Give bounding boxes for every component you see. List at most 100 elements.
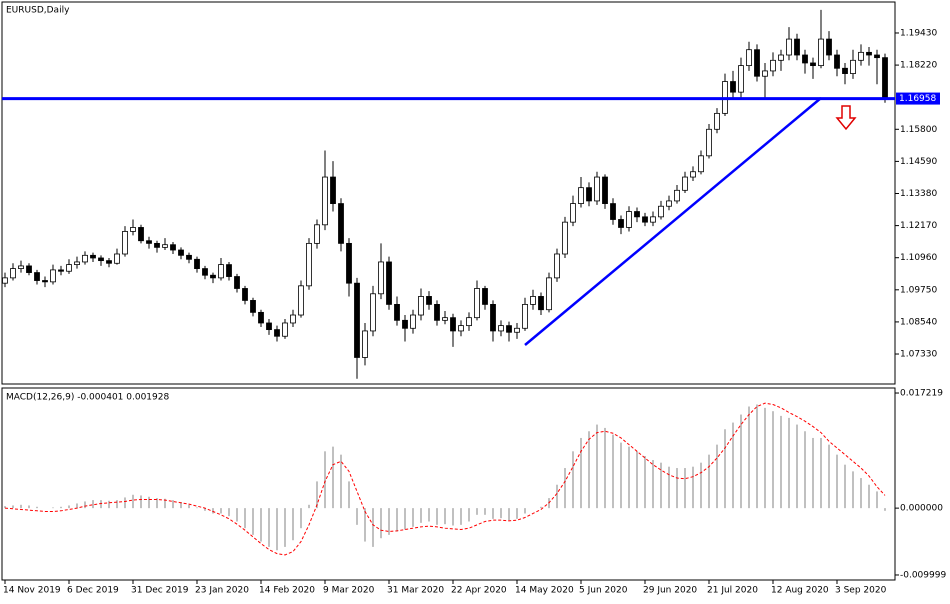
candle-body bbox=[218, 264, 224, 279]
macd-panel bbox=[1, 387, 896, 581]
candle-body bbox=[346, 242, 352, 284]
candle-body bbox=[394, 304, 400, 321]
y-tick-label: 1.10960 bbox=[900, 253, 937, 263]
price-label: 1.16958 bbox=[899, 94, 936, 104]
candle-body bbox=[866, 51, 872, 56]
price-panel bbox=[1, 1, 896, 385]
candle-body bbox=[842, 67, 848, 74]
candle-body bbox=[714, 112, 720, 130]
y-tick-label: 1.15800 bbox=[900, 125, 937, 135]
candle-body bbox=[298, 285, 304, 316]
x-tick-label: 23 Jan 2020 bbox=[195, 586, 249, 596]
candle-body bbox=[426, 296, 432, 305]
candle-body bbox=[818, 38, 824, 67]
candle-body bbox=[418, 296, 424, 316]
candle-body bbox=[498, 325, 504, 332]
candle-body bbox=[442, 317, 448, 321]
candle-body bbox=[642, 216, 648, 223]
candle-body bbox=[506, 325, 512, 333]
candle-body bbox=[770, 59, 776, 72]
candle-body bbox=[82, 254, 88, 263]
y-tick-label: 1.07330 bbox=[900, 350, 937, 360]
candle-body bbox=[266, 322, 272, 331]
candle-body bbox=[530, 296, 536, 305]
candle-body bbox=[50, 269, 56, 283]
candle-body bbox=[738, 65, 744, 93]
x-tick-label: 22 Apr 2020 bbox=[451, 586, 507, 596]
candle-body bbox=[810, 62, 816, 67]
candle-body bbox=[522, 304, 528, 329]
candle-body bbox=[826, 38, 832, 56]
candle-body bbox=[354, 282, 360, 358]
x-tick-label: 6 Dec 2019 bbox=[67, 586, 119, 596]
candle-body bbox=[386, 261, 392, 305]
y-tick-label: 1.08540 bbox=[900, 317, 937, 327]
candle-body bbox=[786, 38, 792, 56]
candle-body bbox=[338, 203, 344, 244]
chart-title: EURUSD,Daily bbox=[6, 6, 70, 16]
candle-body bbox=[194, 258, 200, 269]
y-tick-label: 1.13380 bbox=[900, 189, 937, 199]
candle-body bbox=[322, 176, 328, 226]
candle-body bbox=[258, 311, 264, 324]
candle-body bbox=[26, 265, 32, 273]
candle-body bbox=[10, 268, 16, 279]
candle-body bbox=[434, 304, 440, 321]
candle-body bbox=[458, 325, 464, 332]
x-tick-label: 29 Jun 2020 bbox=[643, 586, 697, 596]
candle-body bbox=[226, 264, 232, 277]
y-tick-label: 1.12170 bbox=[900, 221, 937, 231]
candle-body bbox=[154, 242, 160, 248]
candle-body bbox=[794, 38, 800, 56]
y-tick-label: 1.19430 bbox=[900, 28, 937, 38]
candle-body bbox=[658, 205, 664, 218]
candle-body bbox=[138, 227, 144, 242]
y-tick-label: 1.14590 bbox=[900, 157, 937, 167]
candle-body bbox=[874, 54, 880, 59]
candle-body bbox=[538, 296, 544, 311]
candle-body bbox=[98, 257, 104, 262]
candle-body bbox=[634, 211, 640, 218]
y-tick-label: 0.000000 bbox=[900, 504, 943, 514]
candle-body bbox=[690, 171, 696, 178]
candle-body bbox=[90, 254, 96, 259]
candle-body bbox=[370, 293, 376, 332]
candle-body bbox=[554, 253, 560, 279]
candle-body bbox=[834, 54, 840, 69]
candle-body bbox=[42, 280, 48, 283]
x-tick-label: 14 Feb 2020 bbox=[259, 586, 315, 596]
candle-body bbox=[306, 242, 312, 287]
macd-title: MACD(12,26,9) -0.000401 0.001928 bbox=[6, 393, 169, 403]
candle-body bbox=[34, 272, 40, 281]
candle-body bbox=[482, 288, 488, 305]
candle-body bbox=[66, 264, 72, 272]
candle-body bbox=[146, 240, 152, 244]
candle-body bbox=[130, 227, 136, 232]
candle-body bbox=[2, 277, 8, 284]
candle-body bbox=[698, 155, 704, 173]
candle-body bbox=[290, 314, 296, 324]
candle-body bbox=[562, 221, 568, 255]
candle-body bbox=[282, 322, 288, 337]
candle-body bbox=[610, 203, 616, 220]
candle-body bbox=[602, 176, 608, 204]
candle-body bbox=[858, 51, 864, 61]
candle-body bbox=[570, 203, 576, 223]
candle-body bbox=[618, 219, 624, 228]
candle-body bbox=[274, 329, 280, 337]
x-tick-label: 14 Nov 2019 bbox=[3, 586, 61, 596]
candle-body bbox=[746, 49, 752, 67]
candle-body bbox=[586, 187, 592, 202]
candle-body bbox=[514, 327, 520, 333]
candle-body bbox=[210, 274, 216, 279]
y-tick-label: 1.09750 bbox=[900, 285, 937, 295]
x-tick-label: 5 Jun 2020 bbox=[579, 586, 628, 596]
candle-body bbox=[58, 269, 64, 272]
candle-body bbox=[178, 249, 184, 256]
candle-body bbox=[202, 268, 208, 276]
x-tick-label: 9 Mar 2020 bbox=[323, 586, 375, 596]
candle-body bbox=[730, 81, 736, 93]
candle-body bbox=[706, 128, 712, 157]
